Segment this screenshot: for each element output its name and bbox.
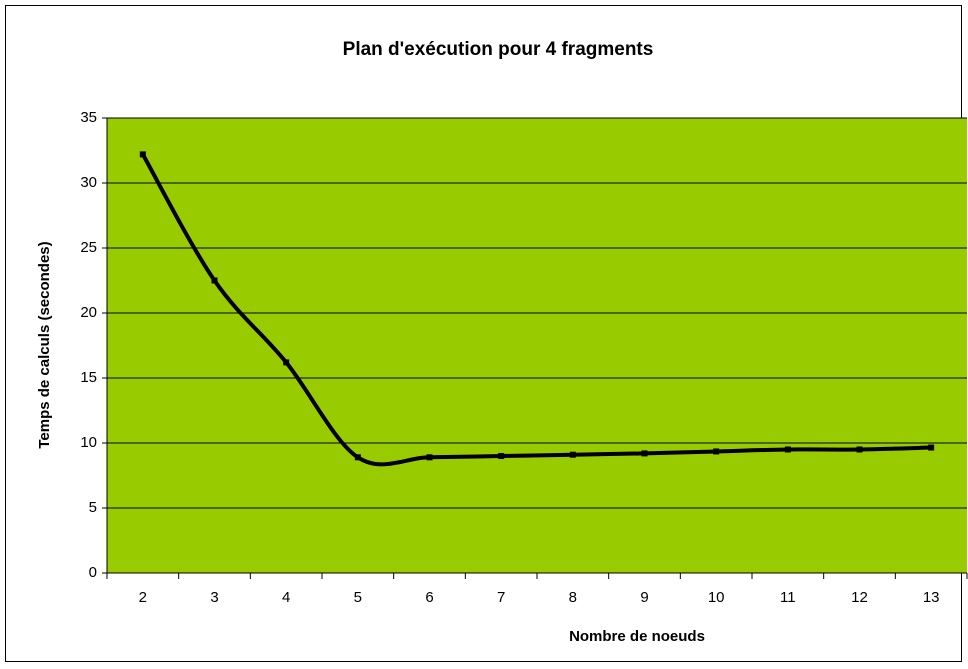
x-tick-label: 13 [923,589,940,606]
x-tick-label: 6 [425,589,433,606]
y-tick-label: 20 [80,304,97,321]
data-point [426,454,433,461]
chart-title: Plan d'exécution pour 4 fragments [343,39,654,60]
x-tick-label: 12 [851,589,868,606]
plot-area [107,118,967,573]
x-tick-label: 7 [497,589,505,606]
y-tick-label: 5 [89,499,97,516]
x-tick-label: 8 [569,589,577,606]
y-tick-label: 15 [80,369,97,386]
y-tick-label: 25 [80,239,97,256]
data-point [928,444,935,451]
data-point [498,453,505,459]
y-tick-label: 0 [89,564,97,581]
x-tick-label: 5 [354,589,362,606]
x-tick-label: 3 [210,589,218,606]
data-point [569,451,576,458]
x-axis-label: Nombre de noeuds [569,628,705,645]
data-point [139,151,146,158]
y-axis-label: Temps de calculs (secondes) [36,241,53,448]
x-tick-label: 11 [780,589,796,606]
data-point [856,446,863,453]
x-tick-label: 4 [282,589,290,606]
data-point [211,277,218,284]
x-tick-label: 10 [708,589,725,606]
y-tick-label: 35 [80,109,97,126]
data-point [354,454,361,461]
data-point [713,448,720,455]
x-tick-label: 9 [640,589,648,606]
data-point [784,446,791,453]
x-tick-label: 2 [139,589,147,606]
y-tick-label: 10 [80,434,97,451]
y-tick-label: 30 [80,174,97,191]
data-point [283,359,290,366]
data-point [641,450,648,457]
